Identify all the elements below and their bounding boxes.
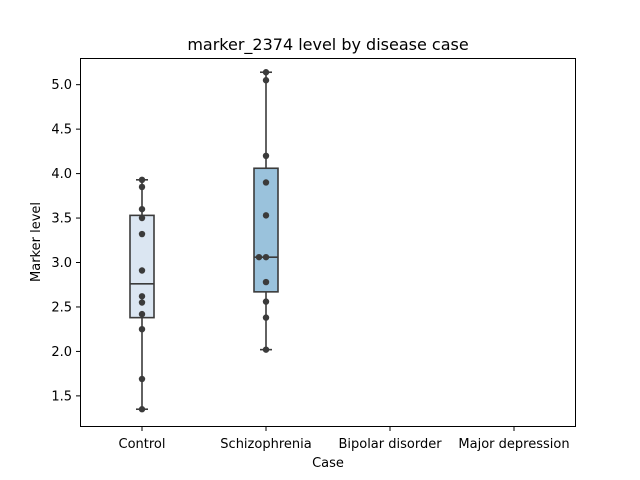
data-point	[262, 212, 270, 219]
data-point	[138, 230, 146, 238]
y-axis: 1.5 2.0 2.5 3.0 3.5 4.0 4.5 5.0	[51, 78, 80, 404]
data-point	[138, 205, 146, 213]
y-axis-title: Marker level	[29, 202, 44, 282]
data-point	[262, 346, 270, 353]
y-tick-label: 2.5	[51, 300, 72, 315]
data-point	[138, 214, 146, 222]
x-tick-label: Control	[119, 437, 166, 452]
data-point	[262, 152, 270, 160]
box-schizophrenia	[253, 69, 279, 353]
y-tick-label: 3.0	[51, 256, 72, 271]
data-point	[255, 253, 263, 261]
iqr-box	[253, 167, 279, 293]
x-axis: Control Schizophrenia Bipolar disorder Majo…	[119, 427, 570, 452]
y-tick-label: 5.0	[51, 78, 72, 93]
y-tick-label: 1.5	[51, 389, 72, 404]
y-tick-label: 3.5	[51, 212, 72, 227]
x-tick-label: Schizophrenia	[220, 437, 311, 452]
data-point	[138, 406, 146, 413]
plot-area	[129, 69, 279, 413]
data-point	[138, 310, 146, 318]
data-point	[262, 77, 270, 84]
x-axis-title: Case	[312, 456, 344, 471]
chart-title: marker_2374 level by disease case	[187, 35, 468, 55]
data-point	[138, 299, 146, 306]
plot-frame	[80, 58, 576, 427]
y-tick-label: 2.0	[51, 345, 72, 360]
y-tick-label: 4.0	[51, 167, 72, 182]
data-point	[262, 253, 270, 261]
data-point	[262, 314, 270, 321]
data-point	[138, 325, 146, 333]
data-point	[138, 176, 146, 184]
x-tick-label: Bipolar disorder	[338, 437, 442, 452]
box-control	[129, 176, 155, 413]
data-point	[138, 375, 146, 383]
data-point	[262, 298, 270, 305]
y-tick-label: 4.5	[51, 123, 72, 138]
x-tick-label: Major depression	[458, 437, 569, 452]
data-point	[138, 293, 146, 300]
data-point	[262, 278, 270, 286]
data-point	[262, 179, 270, 186]
data-point	[138, 183, 146, 191]
data-point	[138, 267, 146, 274]
data-point	[262, 69, 270, 76]
